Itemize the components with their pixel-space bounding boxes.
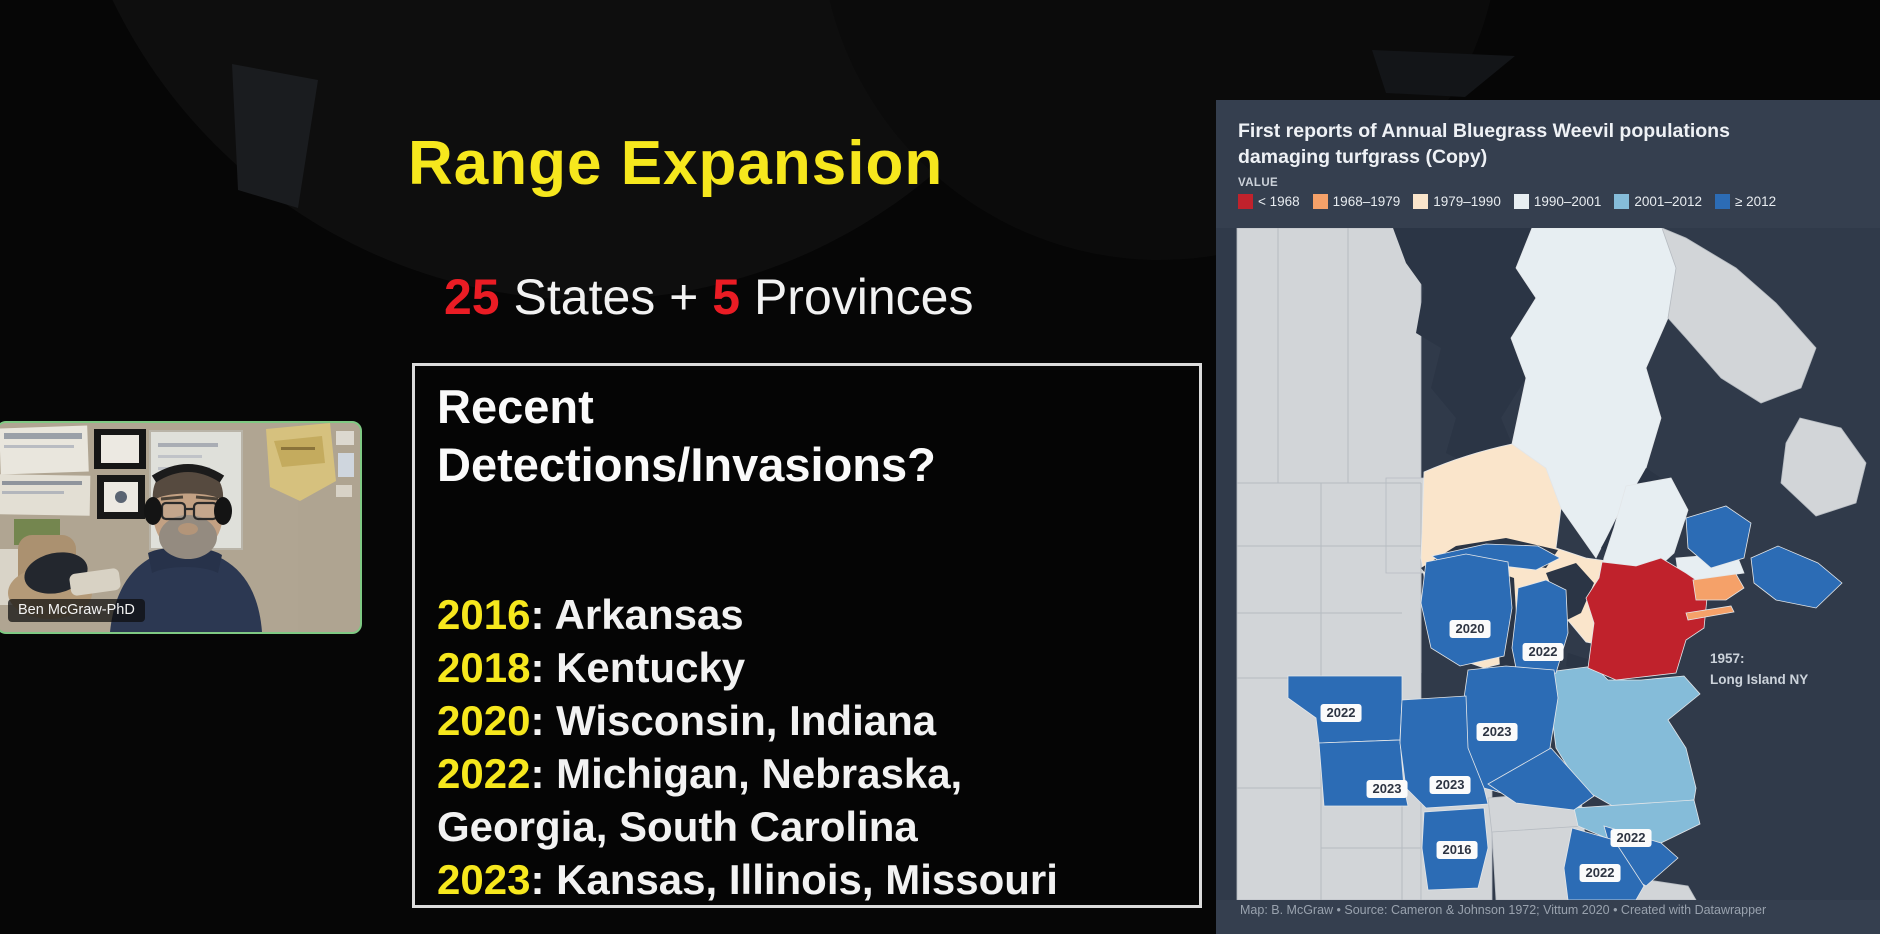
map-year-label-illinois: 2023 xyxy=(1476,723,1518,741)
wall-banner xyxy=(266,423,336,501)
map-year-label-wisconsin: 2020 xyxy=(1449,620,1491,638)
detection-row: 2023: Kansas, Illinois, Missouri xyxy=(437,856,1058,903)
map-legend: < 1968 1968–1979 1979–1990 1990–2001 200… xyxy=(1238,194,1776,209)
map-card: First reports of Annual Bluegrass Weevil… xyxy=(1216,100,1880,934)
legend-item: < 1968 xyxy=(1238,194,1300,209)
detections-list: 2016: Arkansas 2018: Kentucky 2020: Wisc… xyxy=(437,588,1058,906)
provinces-count: 5 xyxy=(712,269,741,325)
legend-item: 1990–2001 xyxy=(1513,194,1601,209)
detection-row: 2022: Michigan, Nebraska, xyxy=(437,750,963,797)
map-year-label-south-carolina: 2022 xyxy=(1610,829,1652,847)
framed-certificates xyxy=(94,429,146,519)
detection-row: 2016: Arkansas xyxy=(437,591,744,638)
detections-heading-line1: Recent xyxy=(437,380,594,433)
participant-name-label: Ben McGraw-PhD xyxy=(8,599,145,622)
long-island-annotation: 1957: Long Island NY xyxy=(1710,651,1809,687)
presenter-video-tile[interactable]: Ben McGraw-PhD xyxy=(0,421,362,634)
legend-swatch xyxy=(1513,194,1529,209)
legend-swatch xyxy=(1714,194,1730,209)
legend-swatch xyxy=(1614,194,1630,209)
map-title: First reports of Annual Bluegrass Weevil… xyxy=(1238,118,1848,170)
map-year-label-georgia: 2022 xyxy=(1579,864,1621,882)
detection-row: 2018: Kentucky xyxy=(437,644,746,691)
map-year-label-arkansas: 2016 xyxy=(1436,841,1478,859)
legend-title: VALUE xyxy=(1238,177,1279,189)
presenter-video xyxy=(0,423,360,632)
provinces-text: Provinces xyxy=(740,269,974,325)
map-attribution: Map: B. McGraw • Source: Cameron & Johns… xyxy=(1240,903,1767,917)
detections-heading-line2: Detections/Invasions? xyxy=(437,438,936,491)
legend-swatch xyxy=(1413,194,1429,209)
detection-row: Georgia, South Carolina xyxy=(437,803,918,850)
map-year-label-michigan: 2022 xyxy=(1522,643,1564,661)
wall-cards xyxy=(336,431,354,497)
choropleth-map: 2020 2022 2022 2023 2023 2023 2016 2022 … xyxy=(1216,228,1880,900)
map-illustration xyxy=(1216,228,1880,900)
slide-subtitle: 25 States + 5 Provinces xyxy=(444,268,974,326)
map-title-line2: damaging turfgrass (Copy) xyxy=(1238,146,1488,168)
presenter-person xyxy=(110,464,262,632)
slide-title: Range Expansion xyxy=(408,129,944,198)
recent-detections-box: Recent Detections/Invasions? 2016: Arkan… xyxy=(412,363,1202,908)
map-year-label-kansas: 2023 xyxy=(1366,780,1408,798)
map-year-label-nebraska: 2022 xyxy=(1320,704,1362,722)
map-title-line1: First reports of Annual Bluegrass Weevil… xyxy=(1238,120,1730,142)
legend-item: 2001–2012 xyxy=(1614,194,1702,209)
legend-swatch xyxy=(1238,194,1253,209)
legend-item: 1979–1990 xyxy=(1413,194,1501,209)
legend-item: 1968–1979 xyxy=(1312,194,1400,209)
legend-swatch xyxy=(1312,194,1328,209)
detection-row: 2020: Wisconsin, Indiana xyxy=(437,697,937,744)
states-count: 25 xyxy=(444,269,500,325)
states-text: States + xyxy=(499,269,713,325)
detections-heading: Recent Detections/Invasions? xyxy=(437,378,936,494)
legend-item: ≥ 2012 xyxy=(1714,194,1776,209)
map-year-label-missouri: 2023 xyxy=(1429,776,1471,794)
